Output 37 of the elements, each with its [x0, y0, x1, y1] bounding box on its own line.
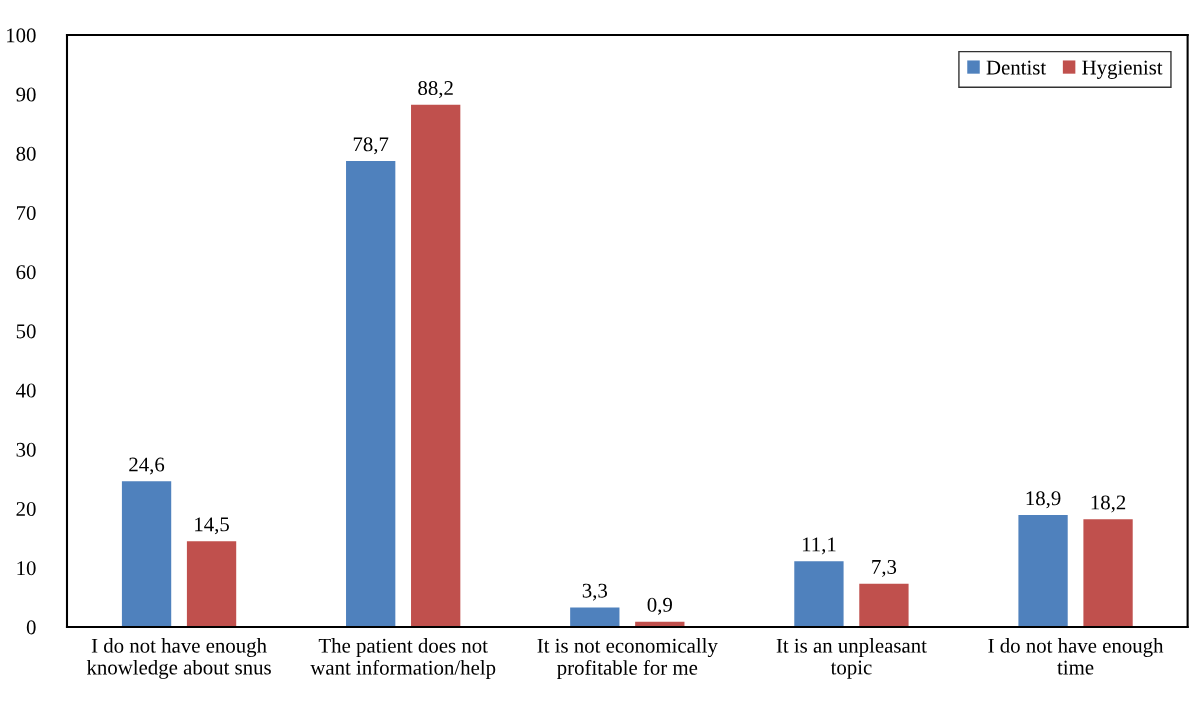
y-tick-label: 100 — [7, 28, 36, 43]
data-label: 88,2 — [418, 80, 453, 99]
bar — [346, 161, 396, 627]
y-tick-label: 40 — [16, 383, 36, 398]
y-tick-label: 90 — [16, 87, 36, 102]
y-tick-label: 60 — [16, 265, 36, 280]
bar — [1018, 515, 1068, 627]
y-tick-label: 50 — [16, 324, 36, 339]
data-label: 18,9 — [1026, 491, 1061, 509]
bar — [859, 583, 909, 627]
data-label: 0,9 — [647, 597, 672, 615]
y-tick-label: 70 — [16, 205, 36, 220]
bar — [1083, 519, 1133, 627]
data-label: 78,7 — [353, 137, 389, 155]
bar — [186, 541, 237, 627]
x-tick-label: The patient does not want information/help — [310, 638, 496, 680]
legend-label: Hygienist — [1082, 60, 1163, 79]
legend-label: Dentist — [986, 60, 1047, 75]
bar — [411, 104, 461, 627]
x-tick-label: It is not economically profitable for me — [537, 638, 718, 680]
y-tick-label: 80 — [16, 146, 36, 161]
data-label: 14,5 — [195, 517, 229, 535]
x-tick-label: I do not have enough knowledge about snus — [86, 638, 271, 679]
data-label: 7,3 — [872, 559, 897, 577]
y-tick-label: 0 — [26, 620, 36, 635]
data-label: 18,2 — [1091, 495, 1126, 513]
y-tick-label: 30 — [16, 442, 36, 457]
bar — [570, 607, 620, 627]
bar — [794, 561, 844, 627]
bar — [121, 481, 172, 627]
x-tick-label: It is an unpleasant topic — [776, 638, 927, 679]
data-label: 3,3 — [582, 583, 608, 601]
y-tick-label: 10 — [17, 561, 36, 576]
data-label: 11,1 — [802, 537, 836, 555]
y-tick-label: 20 — [16, 501, 36, 516]
data-label: 24,6 — [129, 457, 165, 475]
x-tick-label: I do not have enough time — [988, 638, 1164, 675]
